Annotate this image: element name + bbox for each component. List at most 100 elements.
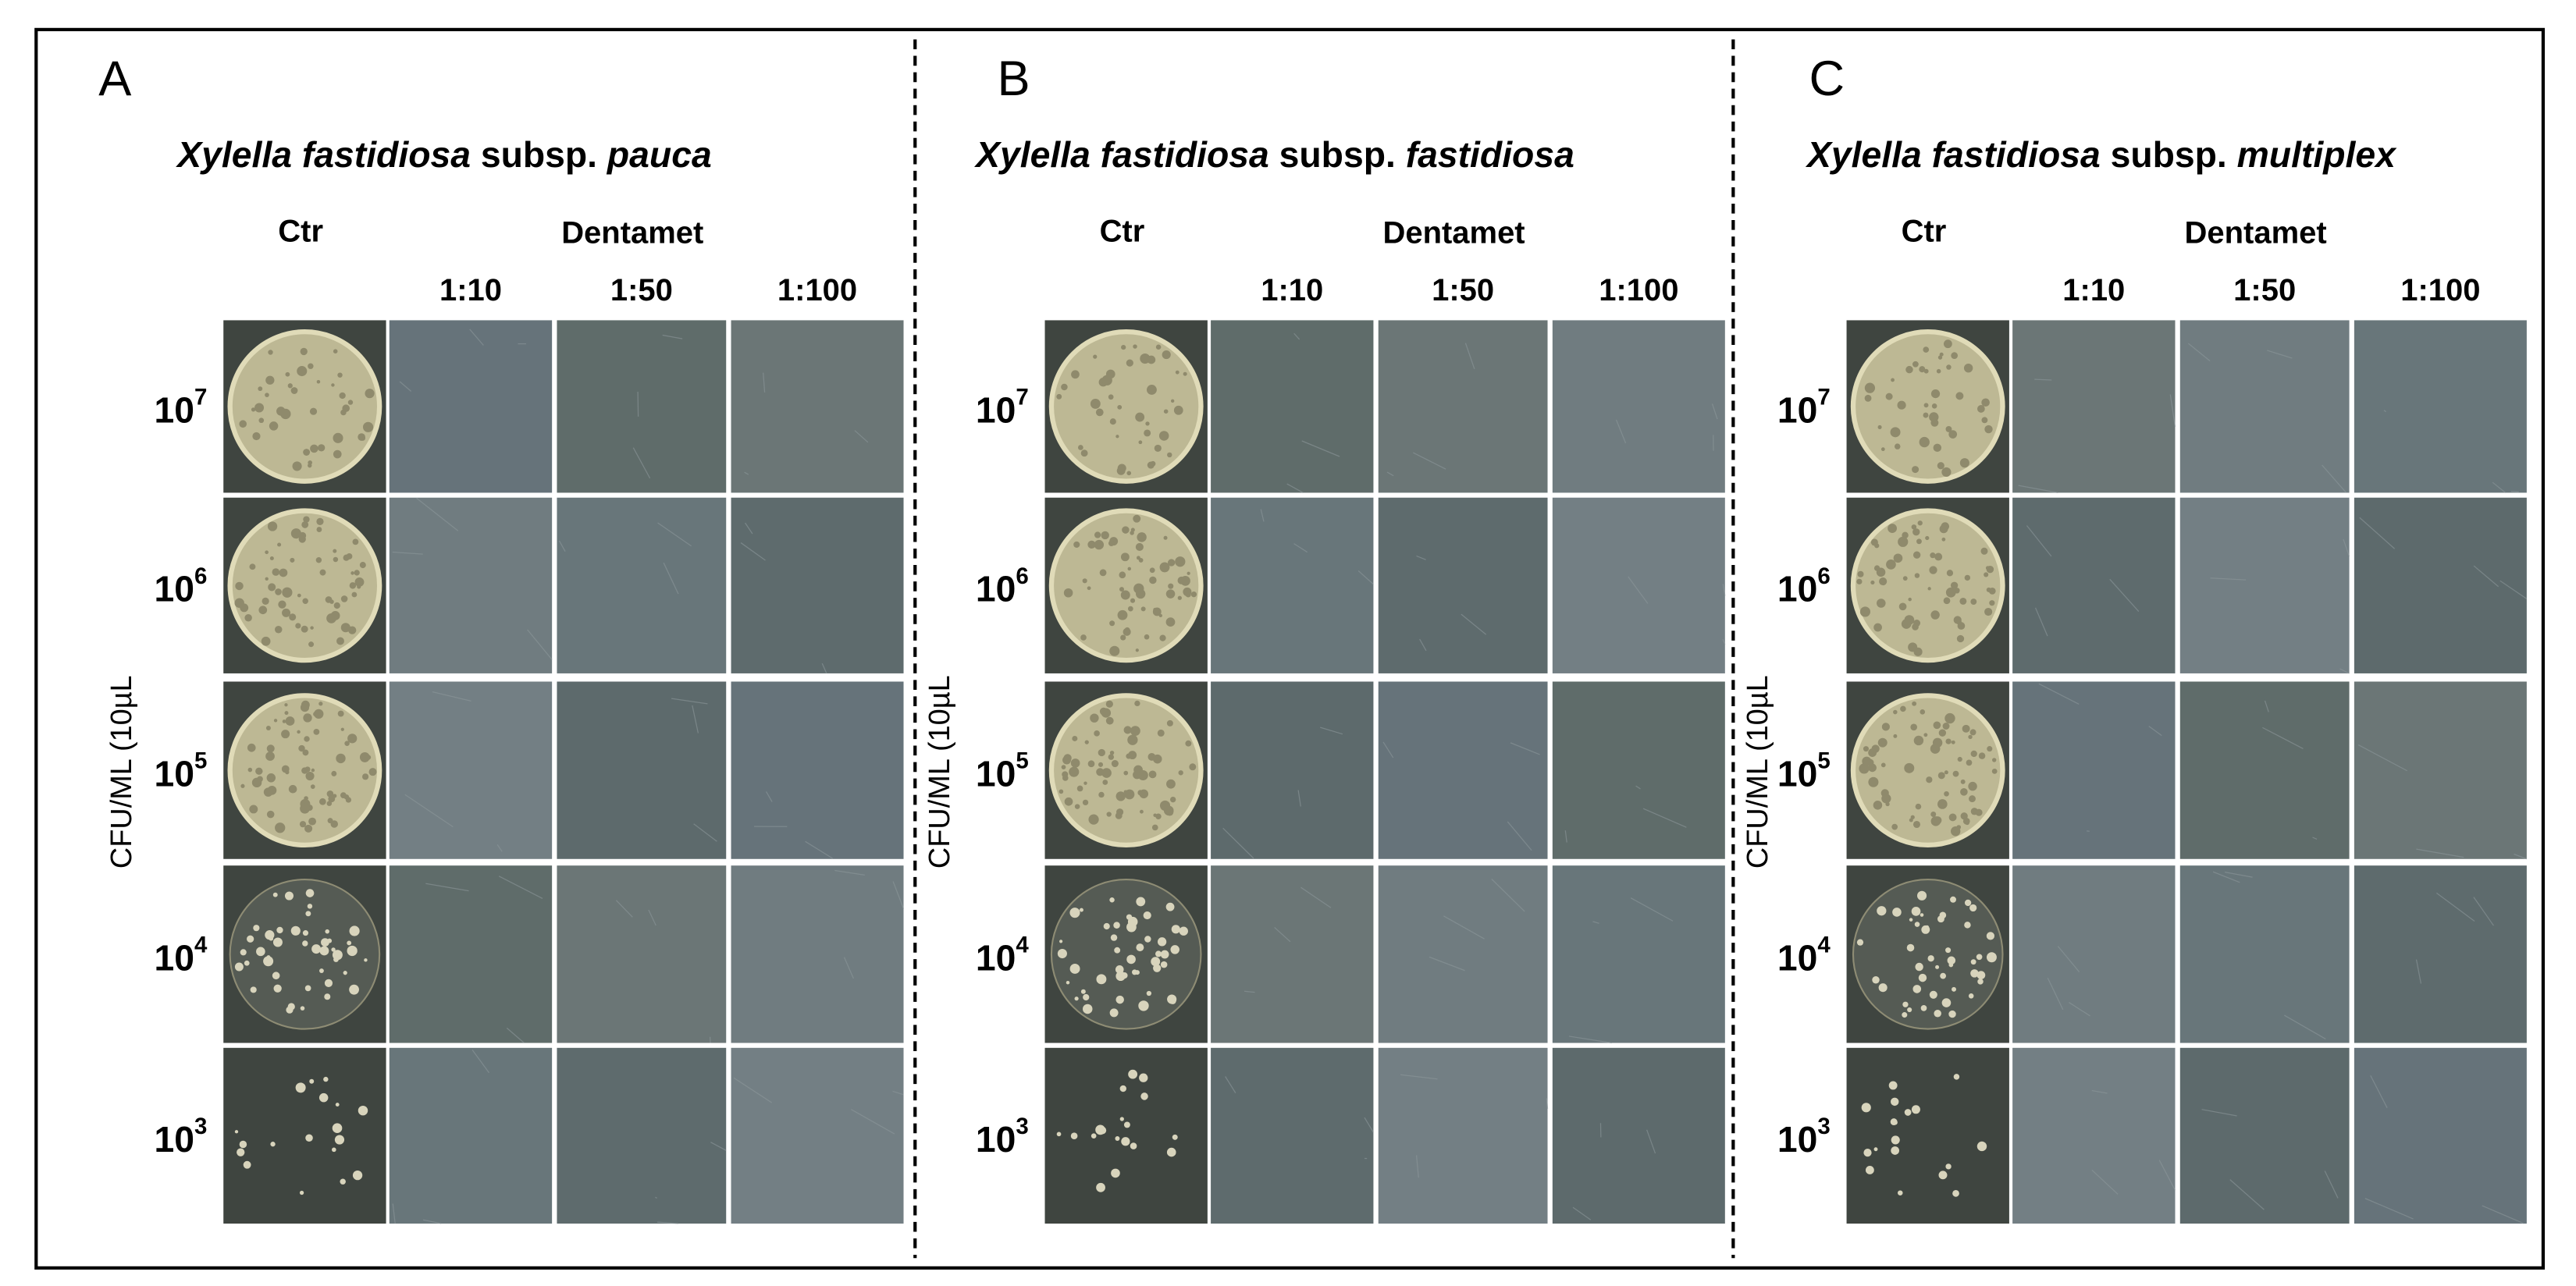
colony-dot <box>1103 922 1110 930</box>
colony-dot <box>1862 756 1872 766</box>
treated-plate-photo <box>1211 497 1374 673</box>
colony-dot <box>1136 897 1146 907</box>
scratch <box>506 1027 525 1043</box>
colony-dot <box>1108 754 1115 760</box>
colony-dot <box>1153 964 1162 972</box>
scratch <box>1464 343 1475 370</box>
colony-dot <box>1920 913 1924 917</box>
colony-dot <box>1069 766 1080 777</box>
scratch <box>1642 808 1687 828</box>
colony-dot <box>275 626 283 634</box>
colony-dot <box>1095 1124 1105 1135</box>
scratch <box>2210 577 2247 581</box>
scratch <box>2370 1075 2388 1108</box>
scratch <box>744 471 749 475</box>
colony-dot <box>1139 809 1144 814</box>
colony-dot <box>1131 969 1137 975</box>
row-label: 103 <box>976 1114 1029 1160</box>
row-base: 10 <box>976 569 1016 609</box>
colony-dot <box>1892 908 1902 917</box>
colony-dot <box>332 1123 343 1133</box>
colony-dot <box>1878 983 1888 993</box>
control-plate-photo <box>1846 497 2009 673</box>
colony-dot <box>1157 729 1165 737</box>
colony-dot <box>1912 551 1921 559</box>
colony-dot <box>1168 583 1174 589</box>
colony-dot <box>250 986 257 993</box>
colony-dot <box>1082 1004 1093 1014</box>
colony-dot <box>1941 998 1952 1007</box>
panel-letter: B <box>997 52 1030 106</box>
colony-dot <box>1187 571 1190 575</box>
colony-dot <box>1915 962 1923 972</box>
photo-background <box>557 1047 727 1224</box>
colony-dot <box>1074 804 1080 809</box>
colony-dot <box>1865 1166 1874 1174</box>
colony-dot <box>326 801 333 806</box>
colony-dot <box>1073 541 1080 548</box>
row-exp: 4 <box>194 932 208 957</box>
colony-dot <box>310 784 315 789</box>
colony-dot <box>1066 980 1070 985</box>
colony-dot <box>1140 606 1146 612</box>
colony-dot <box>358 580 363 584</box>
colony-dot <box>1919 436 1930 448</box>
colony-dot <box>304 766 311 773</box>
colony-dot <box>305 889 315 897</box>
colony-dot <box>1155 813 1162 819</box>
colony-dot <box>1984 572 1989 577</box>
y-axis-label: CFU/ML (10µL <box>923 675 956 869</box>
colony-dot <box>1157 937 1167 947</box>
scratch <box>1301 440 1340 457</box>
treated-plate-photo <box>2179 497 2350 674</box>
colony-dot <box>1937 772 1945 780</box>
colony-dot <box>240 603 249 613</box>
colony-dot <box>1160 950 1169 959</box>
control-plate-photo <box>1044 681 1208 859</box>
colony-dot <box>1943 597 1951 605</box>
colony-dot <box>295 623 301 629</box>
photo-background <box>1211 320 1374 493</box>
colony-dot <box>1905 365 1913 374</box>
scratch <box>805 840 833 859</box>
colony-dot <box>1069 908 1080 918</box>
colony-dot <box>336 637 344 645</box>
photo-background <box>2179 681 2350 859</box>
colony-dot <box>1930 816 1941 826</box>
colony-dot <box>1943 339 1952 349</box>
colony-dot <box>303 449 311 456</box>
colony-dot <box>1102 780 1108 785</box>
colony-dot <box>273 984 282 993</box>
colony-dot <box>1130 1142 1137 1149</box>
colony-dot <box>337 372 343 378</box>
scratch <box>1615 419 1627 444</box>
colony-dot <box>333 556 339 563</box>
colony-dot <box>1170 945 1179 954</box>
title-part: subsp. <box>1269 134 1406 175</box>
colony-dot <box>1101 375 1112 385</box>
colony-dot <box>1151 824 1158 831</box>
colony-dot <box>1904 1109 1912 1116</box>
row-base: 10 <box>976 390 1016 431</box>
colony-dot <box>1897 1190 1903 1195</box>
colony-dot <box>1149 567 1155 574</box>
colony-dot <box>1970 808 1979 815</box>
colony-dot <box>1159 562 1170 573</box>
colony-dot <box>1970 599 1977 605</box>
colony-dot <box>287 383 293 389</box>
title-part: multiplex <box>2237 134 2397 175</box>
scratch <box>1382 741 1394 758</box>
colony-dot <box>1912 623 1919 631</box>
treated-plate-photo <box>389 320 553 493</box>
scratch <box>471 1050 490 1074</box>
colony-dot <box>1111 759 1119 768</box>
colony-dot <box>277 542 282 547</box>
colony-dot <box>318 1092 329 1103</box>
colony-dot <box>1942 723 1950 730</box>
colony-dot <box>1986 952 1997 963</box>
scratch <box>1510 742 1540 755</box>
photo-background <box>1378 681 1548 859</box>
colony-dot <box>1101 531 1109 540</box>
row-base: 10 <box>1777 1119 1817 1160</box>
colony-dot <box>347 400 354 405</box>
